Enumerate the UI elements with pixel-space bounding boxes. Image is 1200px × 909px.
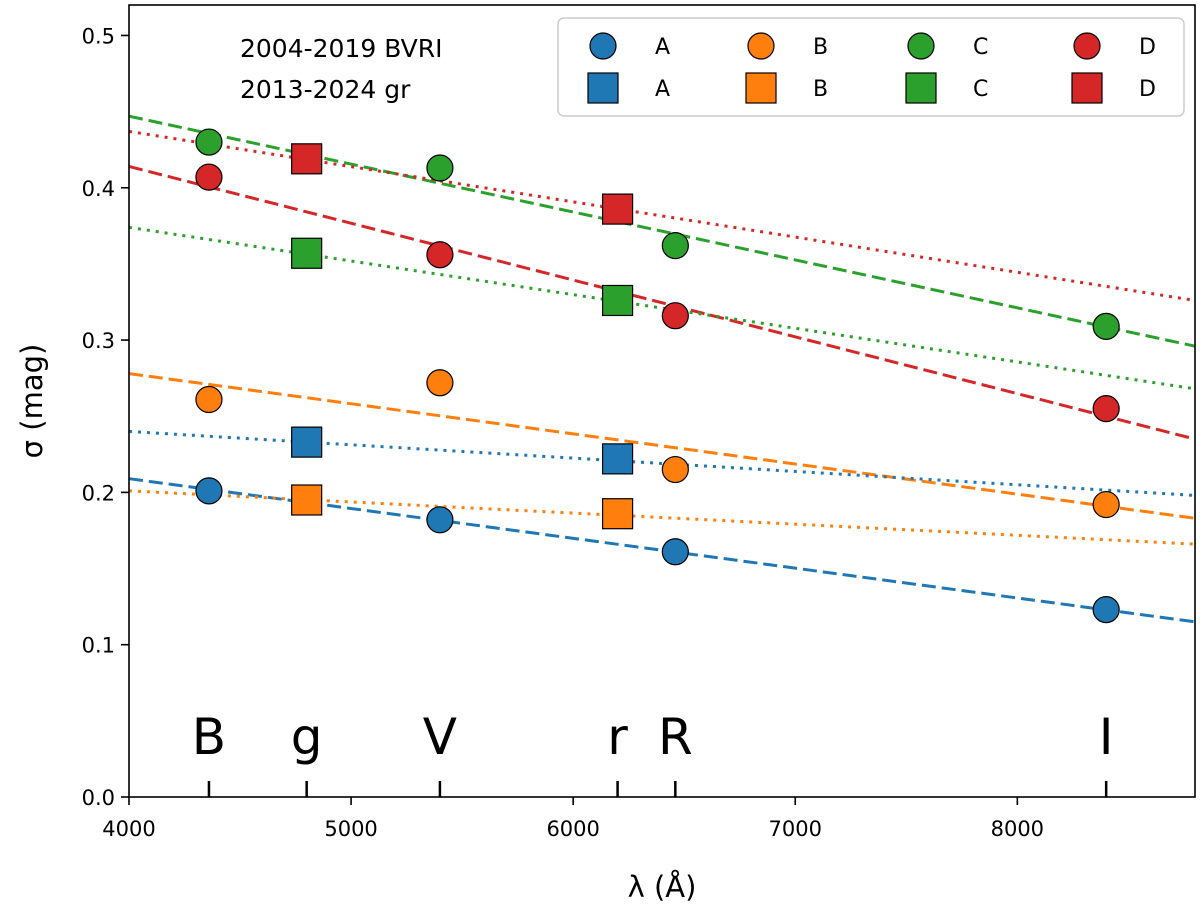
point-b-circle [426, 369, 454, 397]
point-a-circle [661, 538, 689, 566]
band-label-r: r [607, 708, 628, 766]
legend-d-square-marker [1071, 72, 1103, 104]
legend-c-circle-label: C [973, 35, 988, 60]
annotation: 2004-2019 BVRI 2013-2024 gr [240, 34, 442, 104]
y-tick-label: 0.5 [82, 24, 115, 48]
legend-b-square-label: B [813, 77, 828, 102]
y-axis-label: σ (mag) [15, 344, 49, 459]
point-d-circle [426, 241, 454, 269]
band-label-I: I [1099, 708, 1114, 766]
legend-d-square-label: D [1139, 77, 1156, 102]
annotation-line-2: 2013-2024 gr [240, 75, 411, 104]
x-tick-label: 7000 [769, 817, 822, 841]
legend-c-circle-marker [907, 32, 935, 60]
x-tick-label: 5000 [324, 817, 377, 841]
point-b-circle [661, 455, 689, 484]
y-tick-label: 0.0 [82, 786, 115, 810]
band-label-V: V [423, 708, 457, 766]
plot-area [129, 5, 1195, 797]
point-c-circle [195, 128, 223, 156]
y-tick-label: 0.1 [82, 634, 115, 658]
x-tick-label: 8000 [991, 817, 1044, 841]
legend-d-circle-marker [1073, 32, 1101, 60]
point-d-circle [661, 302, 689, 330]
point-d-square [291, 143, 323, 175]
point-a-square [291, 426, 323, 458]
x-tick-label: 6000 [546, 817, 599, 841]
legend-c-square-label: C [973, 77, 988, 102]
point-b-circle [195, 385, 223, 414]
point-a-circle [195, 477, 223, 505]
point-b-square [291, 484, 323, 516]
fit-line-d-dashed [128, 164, 1196, 441]
fit-line-b-dotted [128, 489, 1196, 546]
point-b-square [601, 498, 634, 530]
point-c-square [601, 284, 634, 317]
plot-frame [128, 4, 1196, 798]
data-points [195, 128, 1120, 624]
point-d-square [601, 193, 634, 225]
legend-a-square-label: A [655, 77, 670, 102]
point-b-circle [1092, 490, 1120, 519]
legend-a-circle-label: A [655, 35, 670, 60]
point-d-circle [1092, 395, 1120, 423]
legend-b-circle-label: B [813, 35, 828, 60]
legend-box [557, 17, 1185, 117]
point-d-circle [195, 163, 223, 191]
point-a-square [601, 443, 634, 475]
x-axis-label: λ (Å) [628, 870, 697, 904]
annotation-line-1: 2004-2019 BVRI [240, 34, 442, 63]
band-label-B: B [192, 708, 226, 766]
legend: A B C D A B C D [557, 17, 1185, 117]
legend-a-circle-marker [589, 32, 617, 60]
point-c-square [291, 237, 323, 269]
legend-a-square-marker [587, 72, 619, 104]
y-tick-label: 0.3 [82, 329, 115, 353]
legend-c-square-marker [905, 72, 937, 104]
point-c-circle [426, 154, 454, 182]
x-axis: 4000 5000 6000 7000 8000 [102, 797, 1044, 841]
point-c-circle [661, 232, 689, 260]
y-tick-label: 0.2 [82, 481, 115, 505]
y-axis: 0.0 0.1 0.2 0.3 0.4 0.5 [82, 24, 129, 810]
legend-d-circle-label: D [1139, 35, 1156, 60]
point-a-circle [426, 506, 454, 534]
y-tick-label: 0.4 [82, 177, 115, 201]
band-label-R: R [658, 708, 693, 766]
fit-line-a-dotted [128, 429, 1196, 497]
band-label-g: g [291, 708, 323, 766]
x-tick-label: 4000 [102, 817, 155, 841]
point-c-circle [1092, 312, 1120, 340]
legend-b-circle-marker [747, 32, 775, 60]
legend-b-square-marker [745, 72, 777, 104]
point-a-circle [1092, 596, 1120, 624]
